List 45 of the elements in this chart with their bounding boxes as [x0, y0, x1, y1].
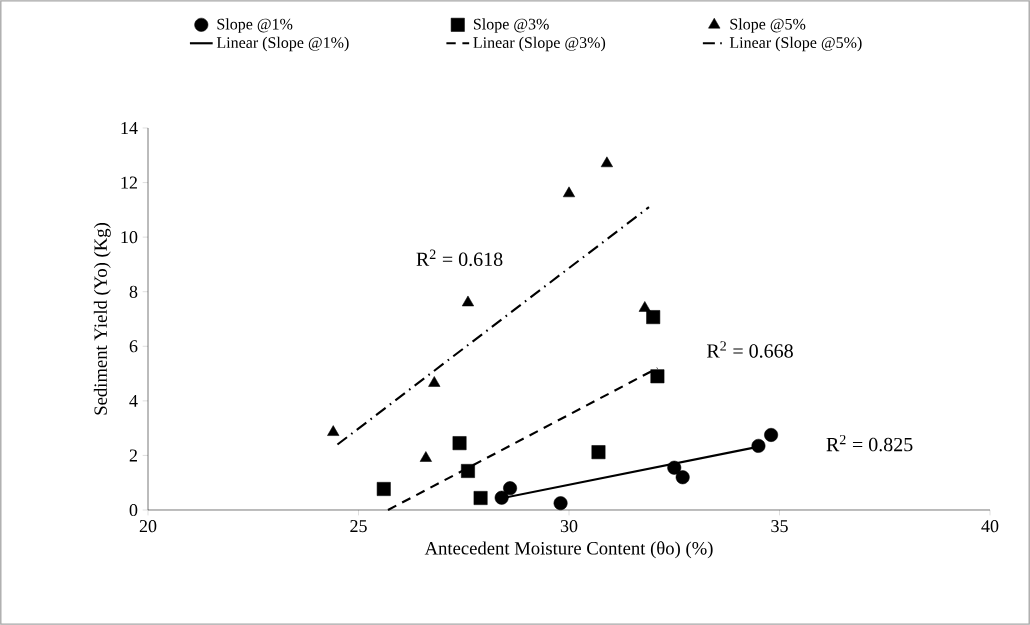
point: [764, 428, 779, 442]
x-tick-label: 25: [350, 520, 367, 533]
point: [553, 496, 568, 511]
point: [638, 301, 651, 312]
point: [461, 464, 475, 478]
y-tick-label: 6: [129, 340, 138, 353]
point: [650, 369, 665, 384]
x-tick-label: 40: [981, 520, 999, 533]
point: [667, 460, 682, 475]
point: [452, 436, 467, 451]
x-axis-title: Antecedent Moisture Content (θo) (%): [424, 541, 713, 559]
legend-label: Linear (Slope @1%): [216, 36, 349, 52]
point: [751, 438, 766, 453]
x-tick-label: 30: [560, 520, 578, 533]
x-tick-label: 35: [771, 520, 788, 533]
annotation: R$^{2}$ = 0.668: [706, 341, 793, 358]
point: [473, 491, 488, 505]
y-tick-label: 4: [129, 394, 138, 407]
point: [428, 376, 441, 387]
annotation: R$^{2}$ = 0.825: [826, 434, 913, 452]
point: [600, 156, 613, 168]
y-tick-label: 14: [121, 122, 138, 134]
point: [376, 482, 391, 496]
point: [562, 186, 576, 198]
point: [675, 470, 690, 485]
point: [503, 481, 518, 496]
legend-label: Linear (Slope @5%): [729, 36, 862, 52]
point: [646, 310, 661, 325]
point: [591, 445, 606, 460]
y-tick-label: 2: [129, 449, 137, 462]
y-tick-label: 0: [129, 503, 138, 517]
x-tick-label: 20: [139, 520, 157, 533]
point: [461, 295, 475, 307]
annotation: R$^{2}$ = 0.618: [416, 249, 503, 267]
legend-label: Slope @5%: [730, 18, 806, 33]
legend-label: Slope @3%: [473, 18, 549, 33]
point: [419, 451, 432, 462]
legend-label: Slope @1%: [217, 18, 293, 33]
y-tick-label: 12: [121, 176, 137, 189]
point: [327, 425, 340, 436]
y-axis-title: Sediment Yield (Yo) (Kg): [93, 223, 111, 415]
y-tick-label: 8: [129, 285, 138, 298]
legend-label: Linear (Slope @3%): [473, 36, 606, 52]
y-tick-label: 10: [121, 231, 138, 244]
point: [494, 490, 509, 505]
